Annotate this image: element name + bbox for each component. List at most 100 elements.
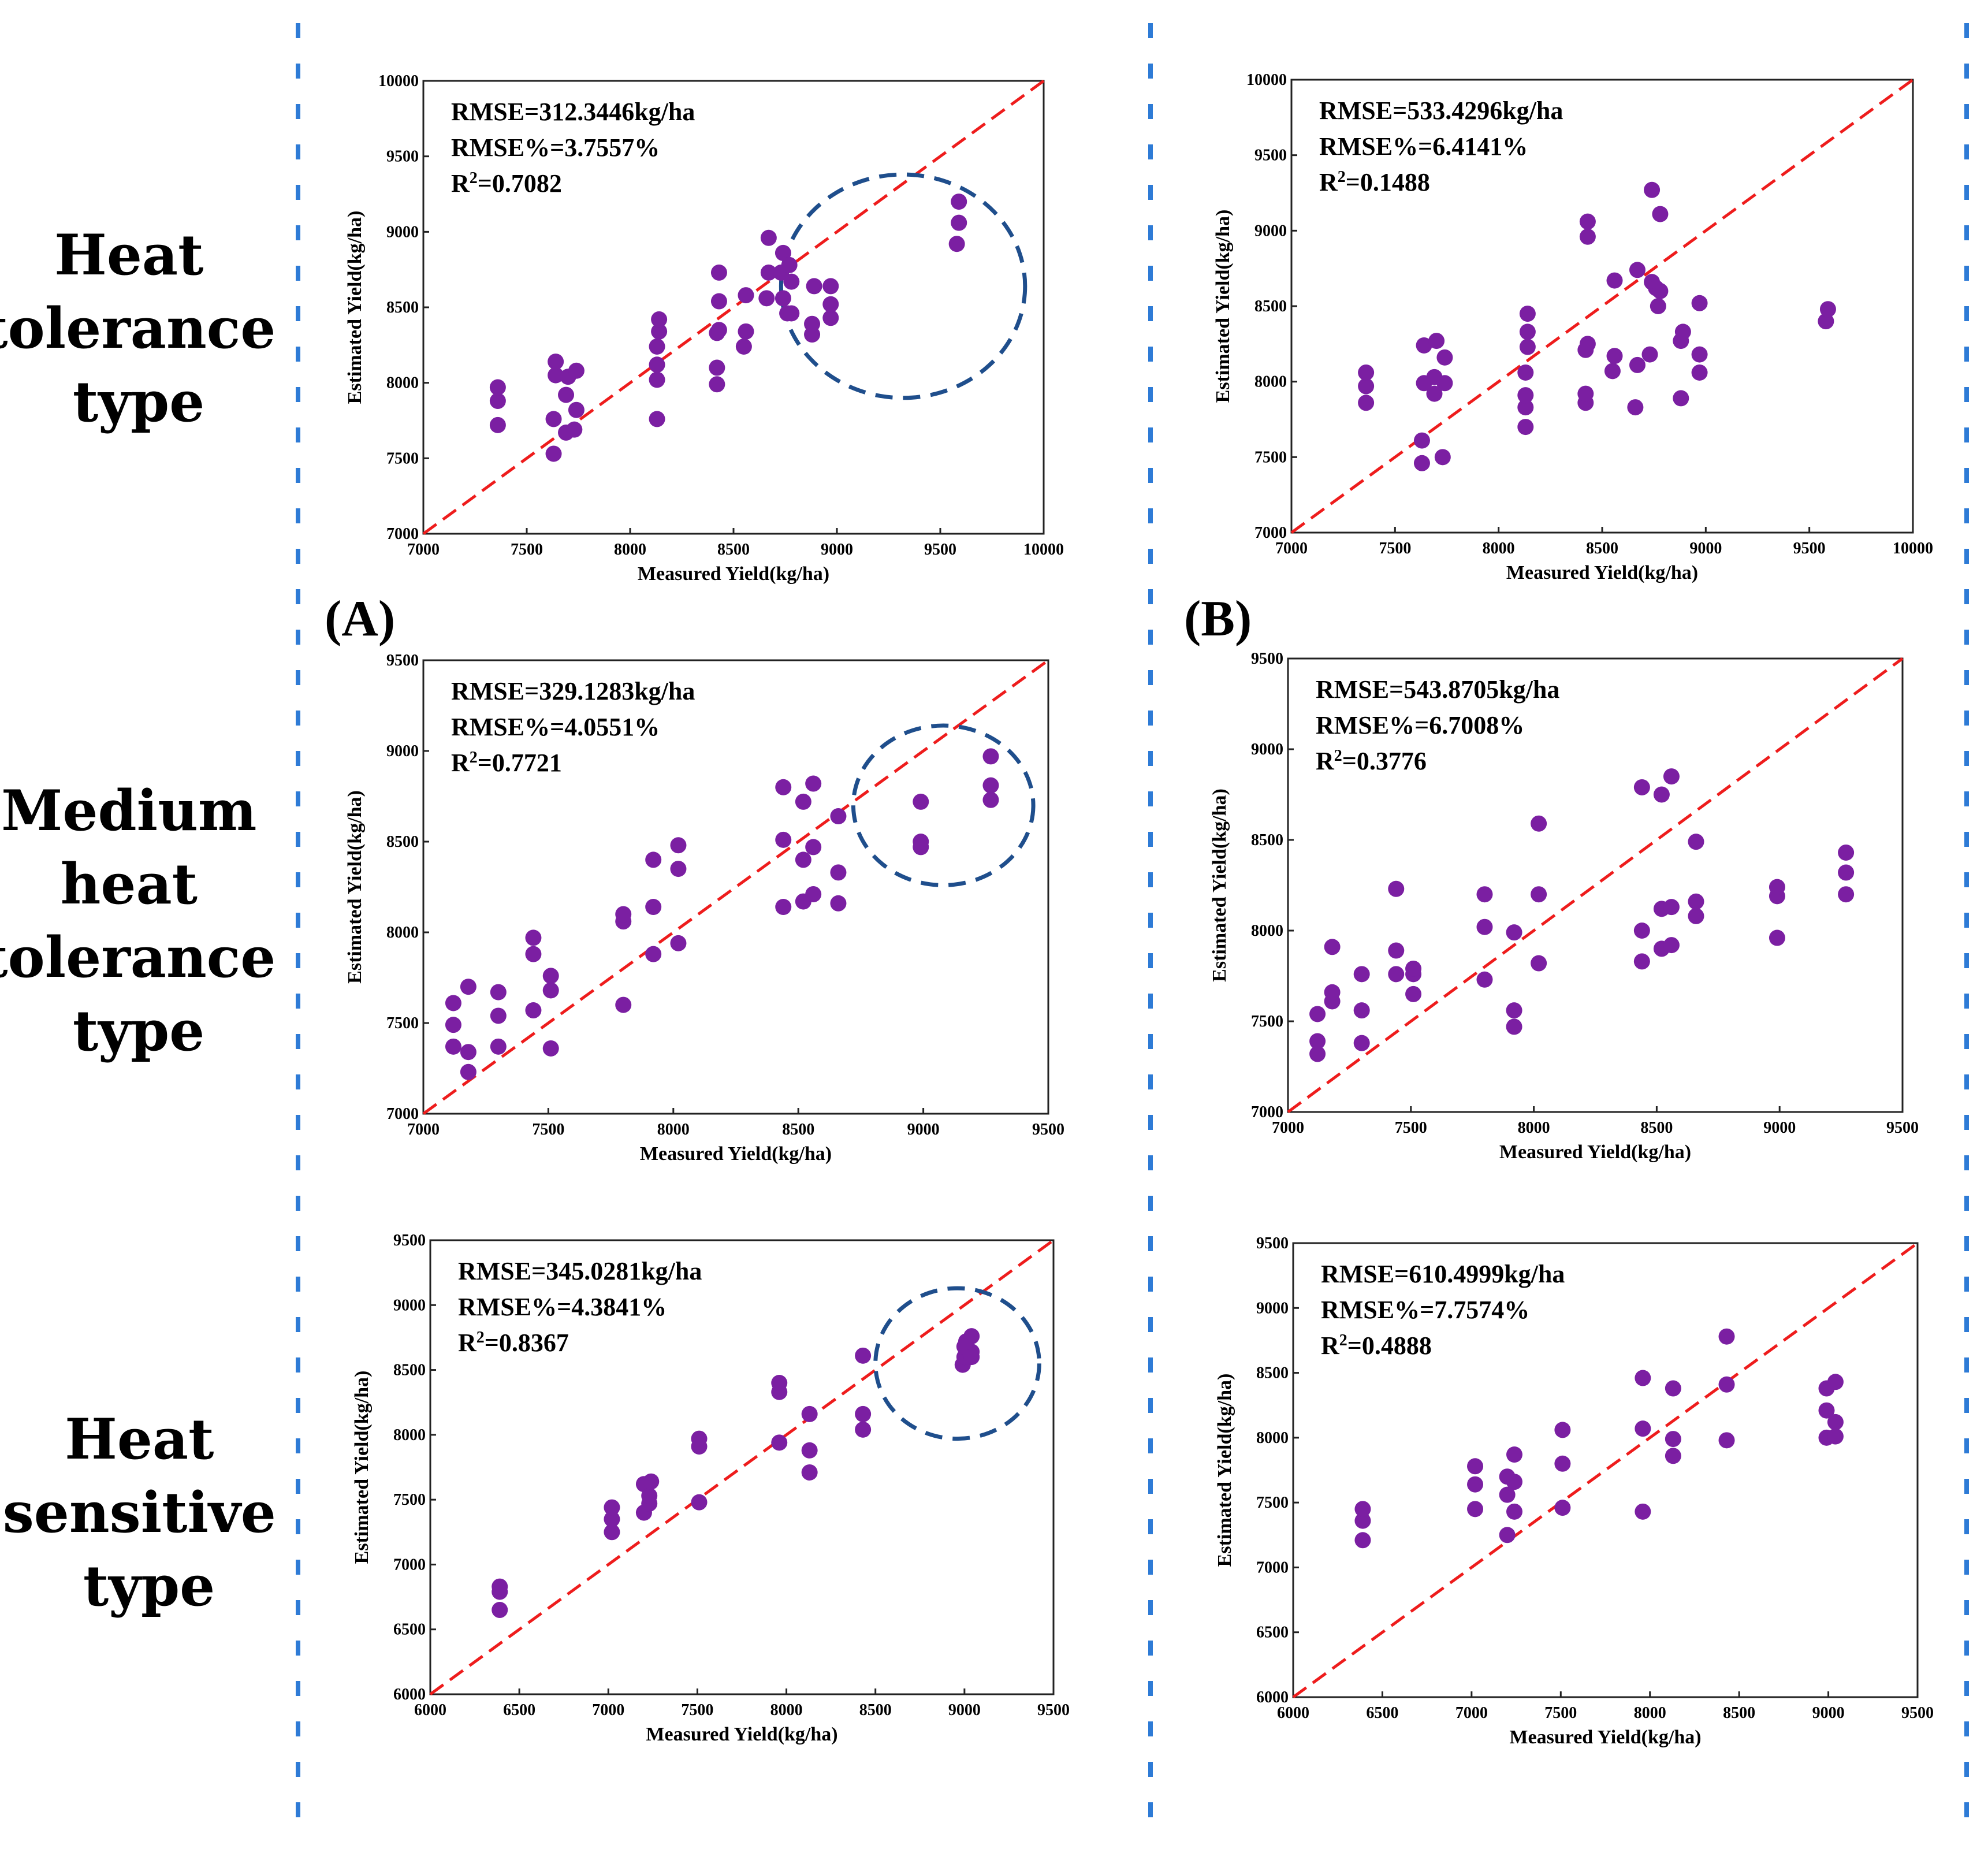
data-point [913, 793, 929, 810]
data-point [1554, 1455, 1571, 1472]
data-point [1635, 1420, 1651, 1437]
data-point [1467, 1501, 1484, 1517]
data-point [1819, 301, 1836, 318]
data-point [1665, 1431, 1681, 1448]
y-tick-label: 7500 [1256, 1494, 1289, 1512]
y-tick-label: 7000 [1254, 524, 1287, 542]
chart-heat-tolerance-A: 7000 7500 8000 8500 9000 9500 10000 7000 7500 800… [344, 72, 1064, 585]
data-point [1554, 1500, 1571, 1516]
data-point [1324, 939, 1341, 955]
data-point [1718, 1432, 1735, 1449]
data-point [1718, 1376, 1735, 1393]
y-tick-label: 9500 [393, 1232, 426, 1249]
data-point [982, 777, 999, 794]
data-point [775, 831, 792, 848]
data-point [604, 1511, 620, 1527]
data-point [758, 290, 775, 307]
data-point [801, 1464, 818, 1481]
y-tick-label: 7500 [386, 1014, 419, 1032]
data-point [1827, 1374, 1844, 1390]
y-axis-label: Estimated Yield(kg/ha) [1209, 788, 1230, 982]
highlight-circle [851, 723, 1036, 887]
x-tick-label: 7000 [1272, 1119, 1304, 1137]
data-point [1405, 985, 1422, 1002]
stat-annotation: RMSE=533.4296kg/ha [1319, 96, 1563, 125]
data-point [1691, 364, 1708, 381]
data-point [1476, 886, 1493, 903]
y-tick-label: 9000 [393, 1296, 426, 1314]
y-tick-label: 9500 [1256, 1234, 1289, 1252]
data-point [1688, 834, 1704, 850]
x-tick-label: 9500 [924, 541, 956, 559]
data-point [805, 886, 822, 903]
x-tick-label: 9000 [1812, 1704, 1845, 1722]
data-point [1476, 971, 1493, 988]
data-point [1405, 960, 1422, 977]
data-point [1426, 385, 1443, 402]
data-point [709, 376, 725, 393]
one-to-one-line [1287, 657, 1904, 1114]
data-point [548, 354, 564, 370]
data-point [568, 362, 585, 379]
data-point [1604, 363, 1621, 380]
data-point [982, 748, 999, 765]
stat-annotation: R2=0.7082 [451, 169, 562, 198]
x-tick-label: 8500 [1723, 1704, 1755, 1722]
data-point [760, 264, 777, 281]
data-point [795, 851, 811, 868]
x-tick-label: 9000 [1763, 1119, 1796, 1137]
chart-medium-heat-tolerance-B: 7000 7500 8000 8500 9000 9500 7000 7500 8000 8500… [1209, 650, 1919, 1163]
data-point [645, 851, 662, 868]
data-point [1688, 893, 1704, 910]
data-point [1358, 364, 1375, 381]
data-point [1499, 1486, 1516, 1503]
y-axis-label: Estimated Yield(kg/ha) [344, 790, 366, 984]
data-point [1436, 349, 1453, 366]
y-tick-label: 8000 [1254, 373, 1287, 391]
data-point [1309, 1046, 1326, 1062]
data-point [1519, 339, 1536, 355]
stat-annotation: RMSE%=4.0551% [451, 713, 660, 741]
data-point [615, 906, 632, 923]
y-tick-label: 9500 [1251, 650, 1283, 668]
x-tick-label: 7500 [1544, 1704, 1577, 1722]
data-point [1838, 844, 1855, 861]
data-point [545, 445, 562, 462]
data-point [490, 1038, 507, 1055]
data-point [855, 1421, 872, 1438]
x-tick-label: 9000 [948, 1701, 981, 1719]
y-tick-label: 9500 [386, 148, 419, 166]
x-tick-label: 9500 [1901, 1704, 1934, 1722]
one-to-one-line [429, 1238, 1055, 1696]
data-point [951, 194, 967, 210]
data-point [1506, 1503, 1522, 1520]
y-tick-label: 8500 [1256, 1364, 1289, 1382]
x-tick-label: 7000 [407, 1121, 440, 1139]
data-point [615, 996, 632, 1013]
x-tick-label: 7000 [1275, 540, 1308, 557]
data-point [806, 278, 822, 295]
data-point [1358, 395, 1375, 411]
data-point [542, 968, 559, 984]
data-point [1499, 1527, 1516, 1543]
data-point [649, 411, 665, 427]
data-point [1633, 779, 1650, 795]
data-point [649, 371, 665, 388]
data-point [1531, 886, 1547, 903]
data-point [775, 779, 792, 795]
data-point [604, 1524, 620, 1541]
data-point [1428, 333, 1445, 349]
data-point [760, 229, 777, 246]
data-point [649, 356, 665, 373]
stat-annotation: RMSE%=4.3841% [458, 1293, 667, 1321]
data-point [1388, 966, 1405, 983]
y-tick-label: 8500 [1251, 831, 1283, 849]
x-tick-label: 7000 [1455, 1704, 1488, 1722]
plot-frame [429, 1239, 1055, 1695]
data-point [805, 775, 822, 792]
data-point [670, 837, 687, 854]
stat-annotation: R2=0.4888 [1321, 1331, 1432, 1360]
y-tick-label: 6000 [393, 1686, 426, 1703]
data-point [710, 322, 727, 339]
y-tick-label: 8500 [386, 833, 419, 851]
